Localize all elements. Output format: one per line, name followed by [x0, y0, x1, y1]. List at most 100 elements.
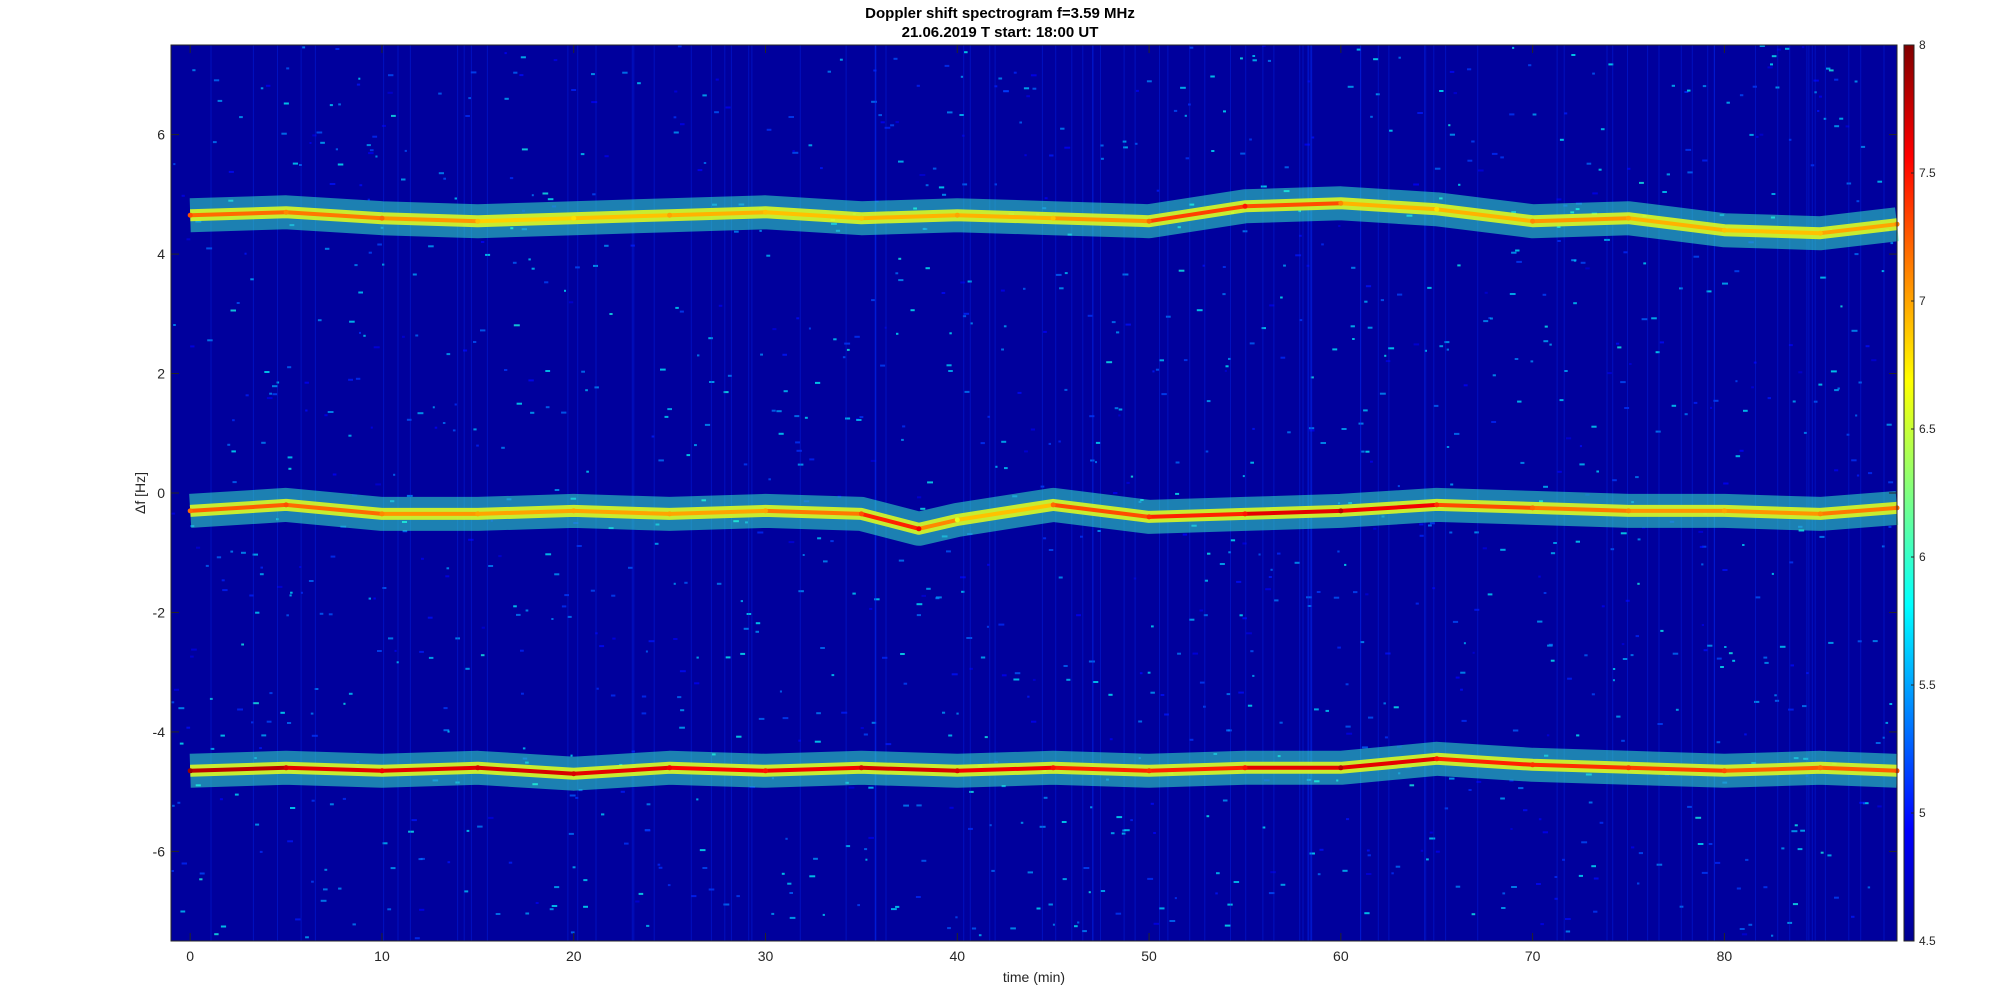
- trace-1-point: [1434, 206, 1440, 212]
- trace-1-point: [1530, 218, 1536, 224]
- trace-3-point: [954, 768, 960, 774]
- trace-2-segment: [667, 508, 768, 516]
- trace-3-segment: [1626, 765, 1727, 773]
- trace-1-point: [1626, 215, 1631, 221]
- trace-1-segment: [1051, 216, 1152, 224]
- trace-3-point: [667, 765, 673, 771]
- trace-2-point: [379, 511, 385, 517]
- y-tick-label: 2: [157, 366, 165, 382]
- trace-3-segment: [667, 765, 768, 773]
- trace-3-segment: [763, 765, 864, 773]
- trace-3-point: [1338, 765, 1344, 771]
- trace-1-segment: [380, 216, 480, 224]
- trace-1-segment: [1434, 207, 1535, 224]
- trace-1-point: [1242, 203, 1248, 209]
- x-tick-label: 60: [1333, 948, 1349, 964]
- trace-3-point: [1530, 762, 1536, 768]
- trace-2-segment: [1243, 508, 1343, 516]
- trace-1-point: [763, 209, 768, 215]
- trace-1-segment: [1722, 228, 1823, 236]
- trace-1-point: [1338, 200, 1344, 206]
- trace-3-point: [1242, 765, 1248, 771]
- trace-3-point: [1626, 765, 1631, 771]
- trace-1-segment: [859, 213, 960, 221]
- trace-3-segment: [571, 765, 672, 776]
- trace-2-point: [916, 526, 922, 532]
- trace-1-point: [475, 218, 481, 224]
- trace-2-point: [1530, 505, 1536, 511]
- trace-3-segment: [1530, 762, 1631, 770]
- trace-1-point: [1817, 230, 1823, 236]
- colorbar-tick-label: 5: [1919, 806, 1926, 820]
- trace-1-point: [954, 212, 960, 218]
- trace-3-point: [858, 765, 864, 771]
- colorbar-tick-label: 8: [1919, 38, 1926, 52]
- trace-1-segment: [763, 210, 864, 221]
- trace-1-segment: [571, 213, 672, 221]
- x-tick-label: 0: [186, 948, 194, 964]
- trace-2-point: [954, 517, 960, 523]
- trace-2-point: [763, 508, 768, 514]
- trace-1-segment: [1530, 216, 1631, 224]
- trace-2-point: [1146, 514, 1152, 520]
- trace-2-segment: [1434, 502, 1535, 510]
- x-tick-label: 40: [949, 948, 965, 964]
- trace-2-segment: [1051, 502, 1152, 519]
- trace-2-point: [1817, 511, 1823, 517]
- x-tick-label: 30: [758, 948, 774, 964]
- y-tick-label: 6: [157, 127, 165, 143]
- trace-2-point: [1434, 502, 1440, 508]
- trace-1-segment: [1626, 216, 1727, 233]
- trace-2: [187, 487, 1900, 546]
- y-tick-label: -6: [153, 843, 166, 859]
- trace-2-point: [858, 511, 864, 517]
- trace-2-segment: [571, 508, 672, 516]
- trace-3-point: [379, 768, 385, 774]
- trace-2-segment: [955, 502, 1056, 522]
- y-tick-label: 4: [157, 246, 165, 262]
- x-tick-label: 10: [374, 948, 390, 964]
- x-tick-label: 70: [1525, 948, 1541, 964]
- colorbar-tick-label: 6.5: [1919, 422, 1936, 436]
- x-axis-label: time (min): [1003, 969, 1065, 985]
- trace-2-point: [667, 511, 673, 517]
- trace-2-segment: [188, 502, 289, 513]
- colorbar-tick-label: 6: [1919, 550, 1926, 564]
- x-tick-label: 20: [566, 948, 582, 964]
- chart-subtitle: 21.06.2019 T start: 18:00 UT: [901, 24, 1099, 41]
- trace-3-point: [571, 771, 577, 777]
- trace-3-point: [1050, 765, 1056, 771]
- colorbar-tick-label: 7: [1919, 294, 1926, 308]
- trace-2-point: [1338, 508, 1344, 514]
- trace-2-segment: [859, 511, 921, 531]
- trace-3-segment: [284, 765, 384, 773]
- trace-3-segment: [475, 765, 576, 776]
- trace-2-point: [283, 502, 289, 508]
- colorbar-tick-label: 7.5: [1919, 166, 1936, 180]
- trace-2-segment: [763, 508, 864, 516]
- trace-3-point: [763, 768, 768, 774]
- colorbar: [1903, 44, 1915, 942]
- trace-1-segment: [667, 210, 768, 218]
- trace-3-segment: [1818, 765, 1899, 773]
- chart-title: Doppler shift spectrogram f=3.59 MHz: [865, 5, 1135, 22]
- trace-3-segment: [859, 765, 960, 773]
- trace-2-segment: [475, 508, 576, 516]
- trace-1-point: [379, 215, 385, 221]
- colorbar-tick-label: 4.5: [1919, 934, 1936, 948]
- trace-1-segment: [188, 210, 289, 218]
- trace-2-segment: [1530, 505, 1631, 513]
- trace-2-point: [1242, 511, 1248, 517]
- trace-2-point: [187, 508, 193, 514]
- colorbar-tick-label: 5.5: [1919, 678, 1936, 692]
- trace-3-segment: [1051, 765, 1152, 773]
- trace-2-point: [475, 511, 481, 517]
- trace-1-point: [858, 215, 864, 221]
- trace-2-point: [1050, 502, 1056, 508]
- trace-2-point: [1626, 508, 1631, 514]
- trace-1-segment: [1243, 201, 1343, 209]
- trace-1-segment: [1818, 222, 1899, 236]
- trace-2-segment: [1147, 511, 1247, 519]
- trace-1-point: [667, 212, 673, 218]
